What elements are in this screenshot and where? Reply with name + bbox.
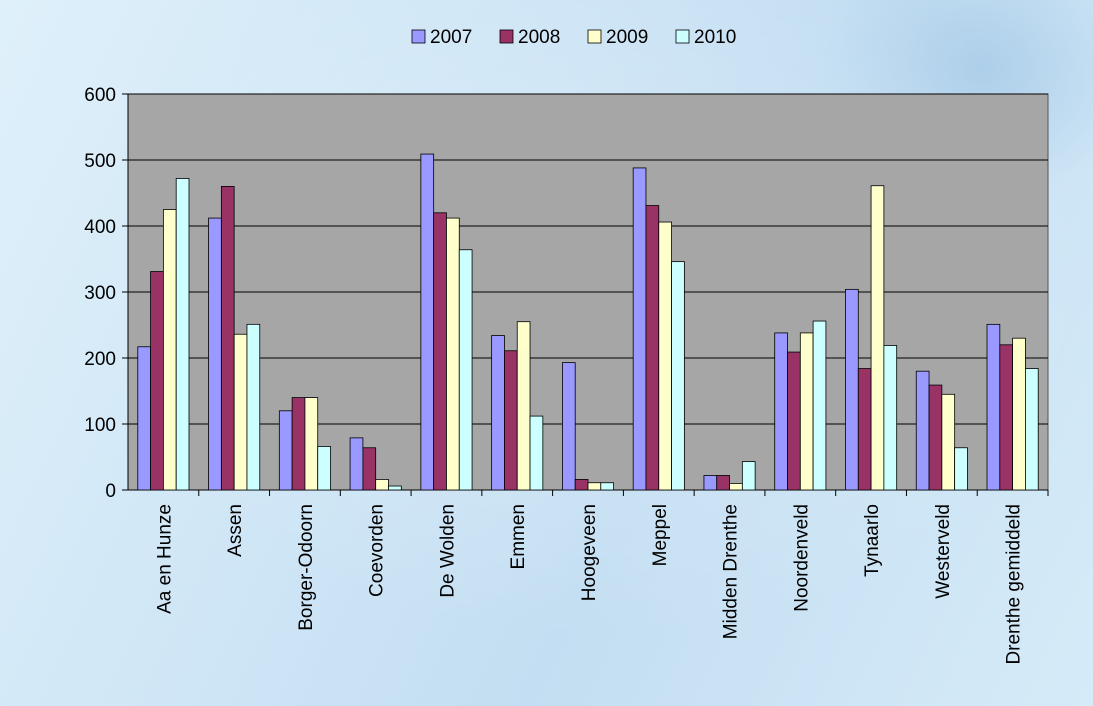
bar-2009-11 bbox=[941, 393, 956, 491]
bar-2010-3 bbox=[388, 485, 402, 491]
bar-2009-12 bbox=[1012, 337, 1026, 491]
y-tick-label: 400 bbox=[84, 217, 116, 238]
bar-2007-7 bbox=[632, 167, 647, 491]
bar-2009-0 bbox=[162, 209, 177, 491]
bar-2008-3 bbox=[362, 447, 377, 491]
y-tick-label: 300 bbox=[84, 283, 116, 304]
legend-swatch-2008 bbox=[499, 29, 514, 44]
bar-2009-8 bbox=[729, 482, 743, 491]
bar-2009-6 bbox=[587, 482, 602, 491]
x-category-label: Emmen bbox=[508, 504, 529, 569]
legend-swatch-2007 bbox=[411, 29, 426, 44]
bar-2010-5 bbox=[529, 415, 544, 491]
y-tick-label: 600 bbox=[84, 85, 116, 106]
bar-2007-10 bbox=[845, 288, 859, 491]
bar-2008-10 bbox=[857, 368, 872, 491]
x-category-label: Westerveld bbox=[933, 504, 954, 599]
bar-2007-3 bbox=[349, 437, 364, 491]
x-category-label: Noordenveld bbox=[791, 504, 812, 612]
bar-2007-5 bbox=[491, 335, 505, 491]
bar-2008-7 bbox=[645, 205, 660, 491]
bar-2008-12 bbox=[999, 344, 1014, 491]
bar-2008-5 bbox=[504, 350, 518, 491]
legend-label: 2010 bbox=[694, 27, 736, 48]
bar-2010-12 bbox=[1025, 368, 1039, 491]
bar-2010-11 bbox=[954, 447, 968, 491]
y-tick-label: 0 bbox=[105, 481, 116, 502]
bar-2008-2 bbox=[291, 397, 306, 491]
bar-2009-4 bbox=[446, 217, 460, 491]
bar-2009-5 bbox=[516, 321, 531, 491]
bar-2007-11 bbox=[915, 370, 930, 491]
y-tick-label: 100 bbox=[84, 415, 116, 436]
bar-2010-6 bbox=[600, 482, 614, 491]
bar-2010-1 bbox=[246, 323, 261, 491]
bar-2010-9 bbox=[812, 320, 827, 491]
bar-2008-4 bbox=[433, 212, 447, 491]
bar-2007-8 bbox=[703, 475, 718, 491]
x-category-label: Assen bbox=[225, 504, 246, 557]
bar-2007-0 bbox=[137, 346, 151, 491]
bar-2010-2 bbox=[317, 446, 331, 491]
bar-2007-12 bbox=[986, 323, 1001, 491]
x-category-label: De Wolden bbox=[437, 504, 458, 598]
bar-2008-9 bbox=[787, 351, 801, 491]
bar-2010-7 bbox=[671, 261, 685, 491]
bar-2009-2 bbox=[304, 397, 319, 491]
bar-2008-11 bbox=[928, 384, 943, 491]
x-category-label: Drenthe gemiddeld bbox=[1004, 504, 1025, 665]
bar-2009-10 bbox=[870, 185, 885, 491]
bar-2010-0 bbox=[175, 178, 190, 491]
legend-swatch-2009 bbox=[587, 29, 602, 44]
bar-2009-7 bbox=[658, 221, 672, 491]
bar-2010-4 bbox=[458, 249, 473, 491]
x-category-label: Hoogeveen bbox=[579, 504, 600, 601]
bar-2010-8 bbox=[741, 461, 756, 491]
bar-2008-6 bbox=[574, 479, 589, 491]
legend-swatch-2010 bbox=[675, 29, 690, 44]
y-tick-label: 500 bbox=[84, 151, 116, 172]
bar-2007-6 bbox=[562, 362, 576, 491]
bar-2008-0 bbox=[150, 271, 164, 491]
bar-2007-2 bbox=[278, 410, 293, 491]
bar-2008-8 bbox=[716, 475, 730, 491]
x-category-label: Meppel bbox=[650, 504, 671, 566]
legend-label: 2008 bbox=[518, 27, 560, 48]
bar-2009-3 bbox=[375, 479, 389, 491]
bar-2007-4 bbox=[420, 153, 435, 491]
x-category-label: Coevorden bbox=[367, 504, 388, 597]
bar-2009-1 bbox=[233, 333, 248, 491]
bar-2007-9 bbox=[774, 332, 788, 491]
x-category-label: Midden Drenthe bbox=[721, 504, 742, 639]
bar-2009-9 bbox=[799, 332, 814, 491]
x-category-label: Aa en Hunze bbox=[154, 504, 175, 614]
legend-label: 2009 bbox=[606, 27, 648, 48]
legend-label: 2007 bbox=[430, 27, 472, 48]
bar-2007-1 bbox=[208, 217, 222, 491]
bar-2010-10 bbox=[883, 345, 898, 491]
x-category-label: Tynaarlo bbox=[862, 504, 883, 577]
x-category-label: Borger-Odoorn bbox=[296, 504, 317, 631]
y-tick-label: 200 bbox=[84, 349, 116, 370]
bar-2008-1 bbox=[220, 185, 235, 491]
